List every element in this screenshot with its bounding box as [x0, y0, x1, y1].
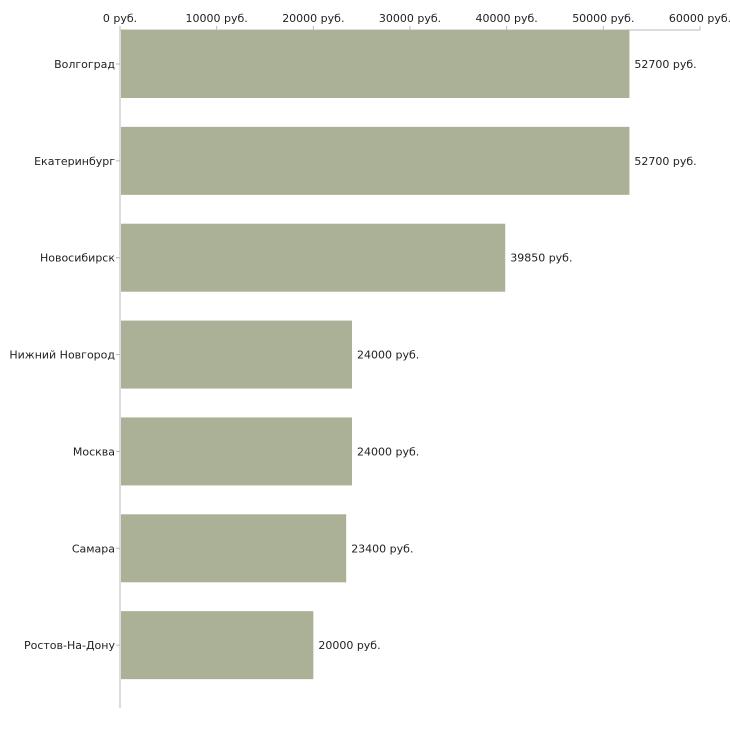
x-tick-label: 50000 руб.: [572, 12, 634, 25]
category-label: Волгоград: [54, 58, 115, 71]
bar: [121, 30, 630, 98]
category-label: Москва: [73, 445, 115, 458]
category-label: Самара: [72, 542, 115, 555]
value-label: 52700 руб.: [634, 58, 696, 71]
bar: [121, 223, 506, 292]
category-label: Ростов-На-Дону: [24, 639, 115, 652]
x-tick-label: 40000 руб.: [476, 12, 538, 25]
value-label: 24000 руб.: [357, 349, 419, 362]
value-labels: 52700 руб. 52700 руб. 39850 руб. 24000 руб.…: [318, 58, 696, 652]
value-label: 24000 руб.: [357, 445, 419, 458]
category-label: Нижний Новгород: [9, 349, 115, 362]
category-labels: Волгоград Екатеринбург Новосибирск Нижний Н…: [9, 58, 120, 652]
bar: [121, 417, 352, 486]
bar: [121, 126, 630, 195]
category-label: Екатеринбург: [34, 155, 115, 168]
x-tick-label: 30000 руб.: [379, 12, 441, 25]
value-label: 39850 руб.: [510, 252, 572, 265]
bar: [121, 320, 352, 389]
x-tick-label: 0 руб.: [103, 12, 137, 25]
x-tick-label: 10000 руб.: [186, 12, 248, 25]
bar: [121, 611, 314, 680]
value-label: 20000 руб.: [318, 639, 380, 652]
value-label: 23400 руб.: [351, 542, 413, 555]
x-axis-ticks: 0 руб. 10000 руб. 20000 руб. 30000 руб. 4000…: [103, 12, 730, 30]
value-label: 52700 руб.: [634, 155, 696, 168]
x-tick-label: 60000 руб.: [669, 12, 730, 25]
bar: [121, 514, 347, 583]
bars: [121, 30, 630, 680]
x-tick-label: 20000 руб.: [282, 12, 344, 25]
category-label: Новосибирск: [40, 252, 115, 265]
